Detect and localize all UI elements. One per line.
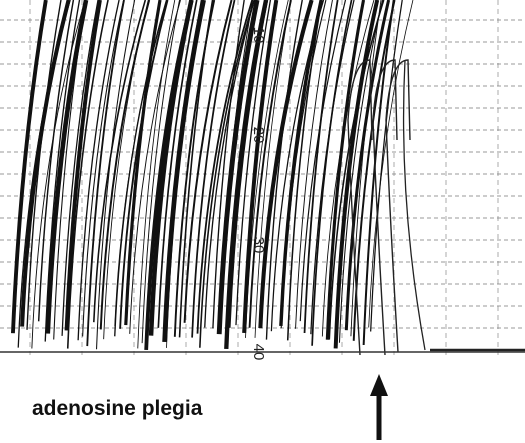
trace — [242, 0, 279, 334]
trace — [254, 0, 292, 338]
trace — [61, 0, 99, 336]
trace — [141, 0, 181, 344]
trace — [229, 0, 269, 328]
trace — [77, 0, 120, 341]
trace — [53, 0, 87, 340]
trace — [280, 0, 327, 329]
trace — [162, 0, 206, 343]
trace — [212, 0, 245, 329]
trace — [11, 0, 48, 334]
scale-label: 40 — [250, 344, 267, 361]
trace — [157, 0, 198, 328]
trace — [119, 0, 169, 329]
scale-label: 20 — [250, 127, 267, 144]
trace — [224, 0, 269, 350]
trace — [191, 0, 236, 338]
trace — [45, 0, 89, 334]
trace — [148, 0, 194, 336]
trace — [235, 0, 272, 326]
trace — [258, 0, 314, 329]
trace — [372, 59, 398, 356]
trace — [370, 0, 403, 332]
trace — [66, 0, 109, 349]
trace — [86, 0, 125, 347]
trace — [350, 0, 382, 337]
trace — [137, 0, 176, 349]
trace — [37, 0, 75, 322]
trace — [265, 0, 303, 340]
trace — [344, 0, 391, 331]
trace — [303, 0, 339, 334]
trace — [31, 0, 86, 349]
trace — [286, 0, 323, 341]
trace — [99, 0, 151, 330]
trace — [248, 0, 292, 328]
trace — [183, 0, 233, 323]
trace — [295, 0, 333, 329]
trace — [26, 0, 62, 330]
trace — [103, 0, 149, 340]
trace — [325, 0, 366, 340]
trace — [166, 0, 202, 348]
trace — [311, 0, 353, 346]
trace — [385, 59, 411, 353]
trace — [95, 0, 136, 350]
trace — [20, 0, 71, 327]
trace — [114, 0, 168, 327]
scale-label: 30 — [250, 237, 267, 254]
trace — [216, 0, 260, 335]
caption: adenosine plegia — [32, 397, 203, 420]
trace — [82, 0, 125, 337]
trace — [299, 0, 347, 322]
trace — [347, 59, 373, 356]
traces — [11, 0, 426, 356]
trace — [245, 0, 289, 338]
scale-label: 10 — [250, 27, 267, 44]
trace — [199, 0, 255, 348]
trace — [402, 59, 426, 351]
trace — [178, 0, 214, 338]
arrow — [370, 374, 388, 440]
trace — [204, 0, 255, 328]
trace — [196, 0, 254, 334]
trace — [368, 0, 414, 328]
trace — [338, 0, 384, 343]
trace — [328, 0, 385, 340]
trace — [64, 0, 102, 331]
trace — [129, 0, 181, 334]
trace — [124, 0, 162, 326]
